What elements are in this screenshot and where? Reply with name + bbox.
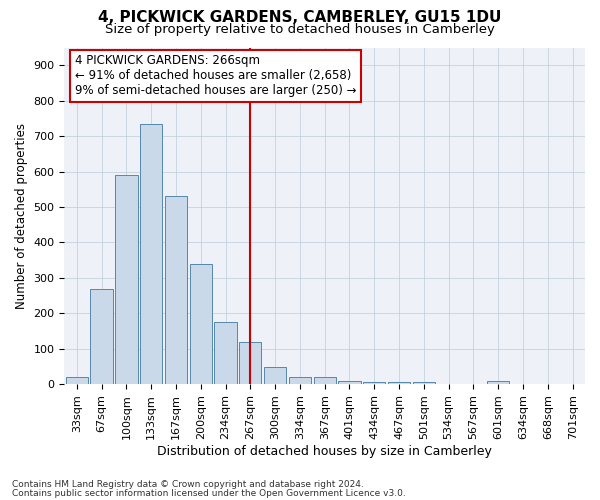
Bar [314, 377, 336, 384]
Bar [289, 377, 311, 384]
Bar [65, 377, 88, 384]
Text: 4 PICKWICK GARDENS: 266sqm
← 91% of detached houses are smaller (2,658)
9% of se: 4 PICKWICK GARDENS: 266sqm ← 91% of deta… [75, 54, 356, 97]
Text: 4, PICKWICK GARDENS, CAMBERLEY, GU15 1DU: 4, PICKWICK GARDENS, CAMBERLEY, GU15 1DU [98, 10, 502, 25]
Text: Contains public sector information licensed under the Open Government Licence v3: Contains public sector information licen… [12, 488, 406, 498]
Bar [363, 382, 385, 384]
Bar [264, 366, 286, 384]
Bar [487, 380, 509, 384]
Bar [91, 288, 113, 384]
Bar [190, 264, 212, 384]
Bar [165, 196, 187, 384]
Text: Size of property relative to detached houses in Camberley: Size of property relative to detached ho… [105, 22, 495, 36]
Bar [338, 382, 361, 384]
Text: Contains HM Land Registry data © Crown copyright and database right 2024.: Contains HM Land Registry data © Crown c… [12, 480, 364, 489]
Y-axis label: Number of detached properties: Number of detached properties [15, 123, 28, 309]
Bar [214, 322, 236, 384]
Bar [140, 124, 163, 384]
Bar [388, 382, 410, 384]
Bar [239, 342, 262, 384]
Bar [413, 382, 435, 384]
Bar [115, 175, 137, 384]
X-axis label: Distribution of detached houses by size in Camberley: Distribution of detached houses by size … [157, 444, 492, 458]
